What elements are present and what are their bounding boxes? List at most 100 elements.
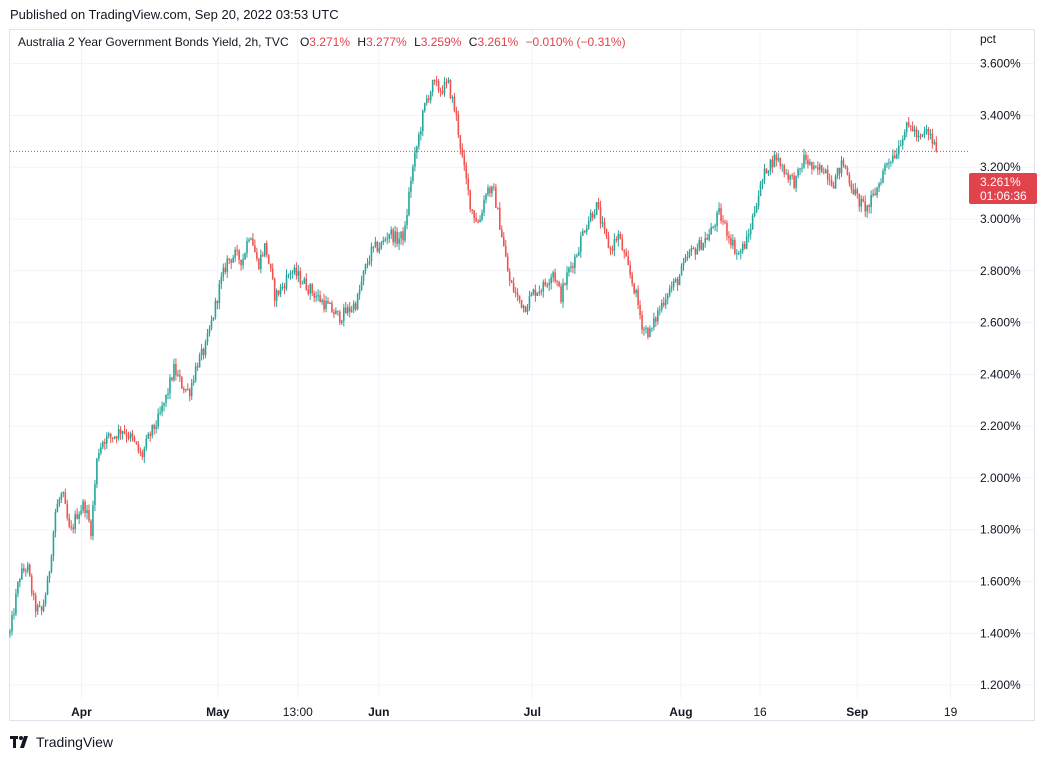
candle — [540, 288, 543, 296]
candle-body — [433, 79, 436, 81]
candle — [356, 292, 359, 311]
candle-body — [534, 289, 537, 296]
candle — [791, 173, 793, 180]
candle-body — [502, 237, 505, 246]
candle — [254, 239, 256, 253]
candle — [678, 274, 681, 286]
candle-body — [327, 301, 329, 304]
price-axis[interactable]: 1.200% 1.400% 1.600% 1.800% 2.000% 2.200% 2.40… — [980, 57, 1021, 692]
candle — [615, 236, 618, 243]
candle-body — [846, 168, 849, 175]
candle-body — [414, 152, 416, 167]
candle-body — [931, 133, 934, 144]
candle — [745, 230, 748, 250]
candle-body — [834, 176, 837, 189]
candle-body — [771, 159, 774, 168]
candle — [293, 264, 296, 276]
candle-body — [815, 166, 817, 168]
candle — [283, 283, 286, 295]
candle-body — [457, 114, 460, 136]
candle — [218, 279, 221, 310]
candle — [805, 151, 807, 165]
candle — [526, 304, 529, 315]
symbol-legend[interactable]: Australia 2 Year Government Bonds Yield,… — [18, 35, 626, 49]
candle — [499, 202, 501, 230]
candle — [267, 254, 270, 265]
time-axis[interactable]: Apr May 13:00 Jun Jul Aug 16 Sep 19 — [71, 705, 957, 719]
candle-body — [453, 97, 456, 111]
candle-body — [870, 195, 872, 208]
candle — [48, 570, 51, 583]
candle — [238, 249, 240, 265]
candle — [72, 523, 75, 534]
candle — [591, 211, 594, 221]
candle — [374, 236, 377, 249]
candle-body — [678, 275, 681, 286]
candle-body — [410, 181, 412, 192]
candle — [350, 305, 353, 313]
candle — [858, 193, 861, 212]
candle-body — [734, 239, 736, 254]
candle — [333, 309, 335, 318]
candle — [386, 232, 389, 245]
candle — [815, 165, 817, 169]
candle — [248, 237, 250, 243]
candle-body — [163, 402, 165, 406]
candle — [38, 600, 41, 608]
candle — [530, 291, 533, 297]
candle-body — [907, 122, 910, 126]
candle-body — [127, 436, 130, 439]
chart-pane[interactable] — [9, 29, 1035, 721]
candle-body — [90, 520, 92, 537]
candle — [862, 195, 865, 203]
candle-body — [404, 225, 406, 241]
candle-body — [722, 220, 724, 222]
candle — [382, 236, 385, 246]
candle-body — [686, 256, 689, 258]
candle — [36, 603, 39, 616]
candle — [493, 183, 495, 191]
candle — [437, 78, 440, 93]
candle-body — [115, 436, 118, 439]
candle — [781, 163, 784, 172]
tradingview-logo[interactable]: TradingView — [10, 733, 113, 751]
candle-body — [858, 193, 861, 207]
candle — [572, 262, 574, 274]
symbol-description: Australia 2 Year Government Bonds Yield,… — [18, 35, 289, 49]
candle — [751, 213, 754, 230]
candle-body — [485, 194, 487, 200]
candle-body — [254, 245, 256, 253]
candle-body — [528, 296, 531, 308]
candle-body — [585, 228, 588, 233]
change-value: −0.010% (−0.31%) — [525, 35, 626, 49]
candle-body — [623, 250, 626, 253]
candle — [184, 388, 187, 393]
candle-body — [56, 503, 59, 513]
candle-body — [179, 374, 181, 378]
candle — [64, 488, 67, 504]
candle — [761, 178, 764, 190]
candle — [797, 167, 799, 179]
candle — [688, 249, 691, 259]
candle-body — [364, 264, 367, 271]
candle-body — [149, 433, 152, 436]
tradingview-logo-icon — [10, 736, 28, 748]
candle — [755, 202, 758, 214]
candle-body — [803, 154, 805, 168]
candle — [872, 189, 874, 198]
candle-body — [779, 157, 782, 166]
candle — [418, 131, 420, 150]
candle-body — [216, 300, 219, 304]
candle-body — [335, 310, 337, 315]
candle-body — [70, 526, 73, 528]
candle-body — [599, 207, 602, 224]
candle-body — [196, 366, 199, 368]
candle — [354, 301, 357, 312]
candle — [554, 268, 556, 284]
candle-body — [392, 229, 394, 243]
candle-body — [145, 438, 148, 449]
candle-body — [311, 284, 313, 294]
candle — [473, 209, 475, 224]
candle-body — [275, 290, 278, 301]
